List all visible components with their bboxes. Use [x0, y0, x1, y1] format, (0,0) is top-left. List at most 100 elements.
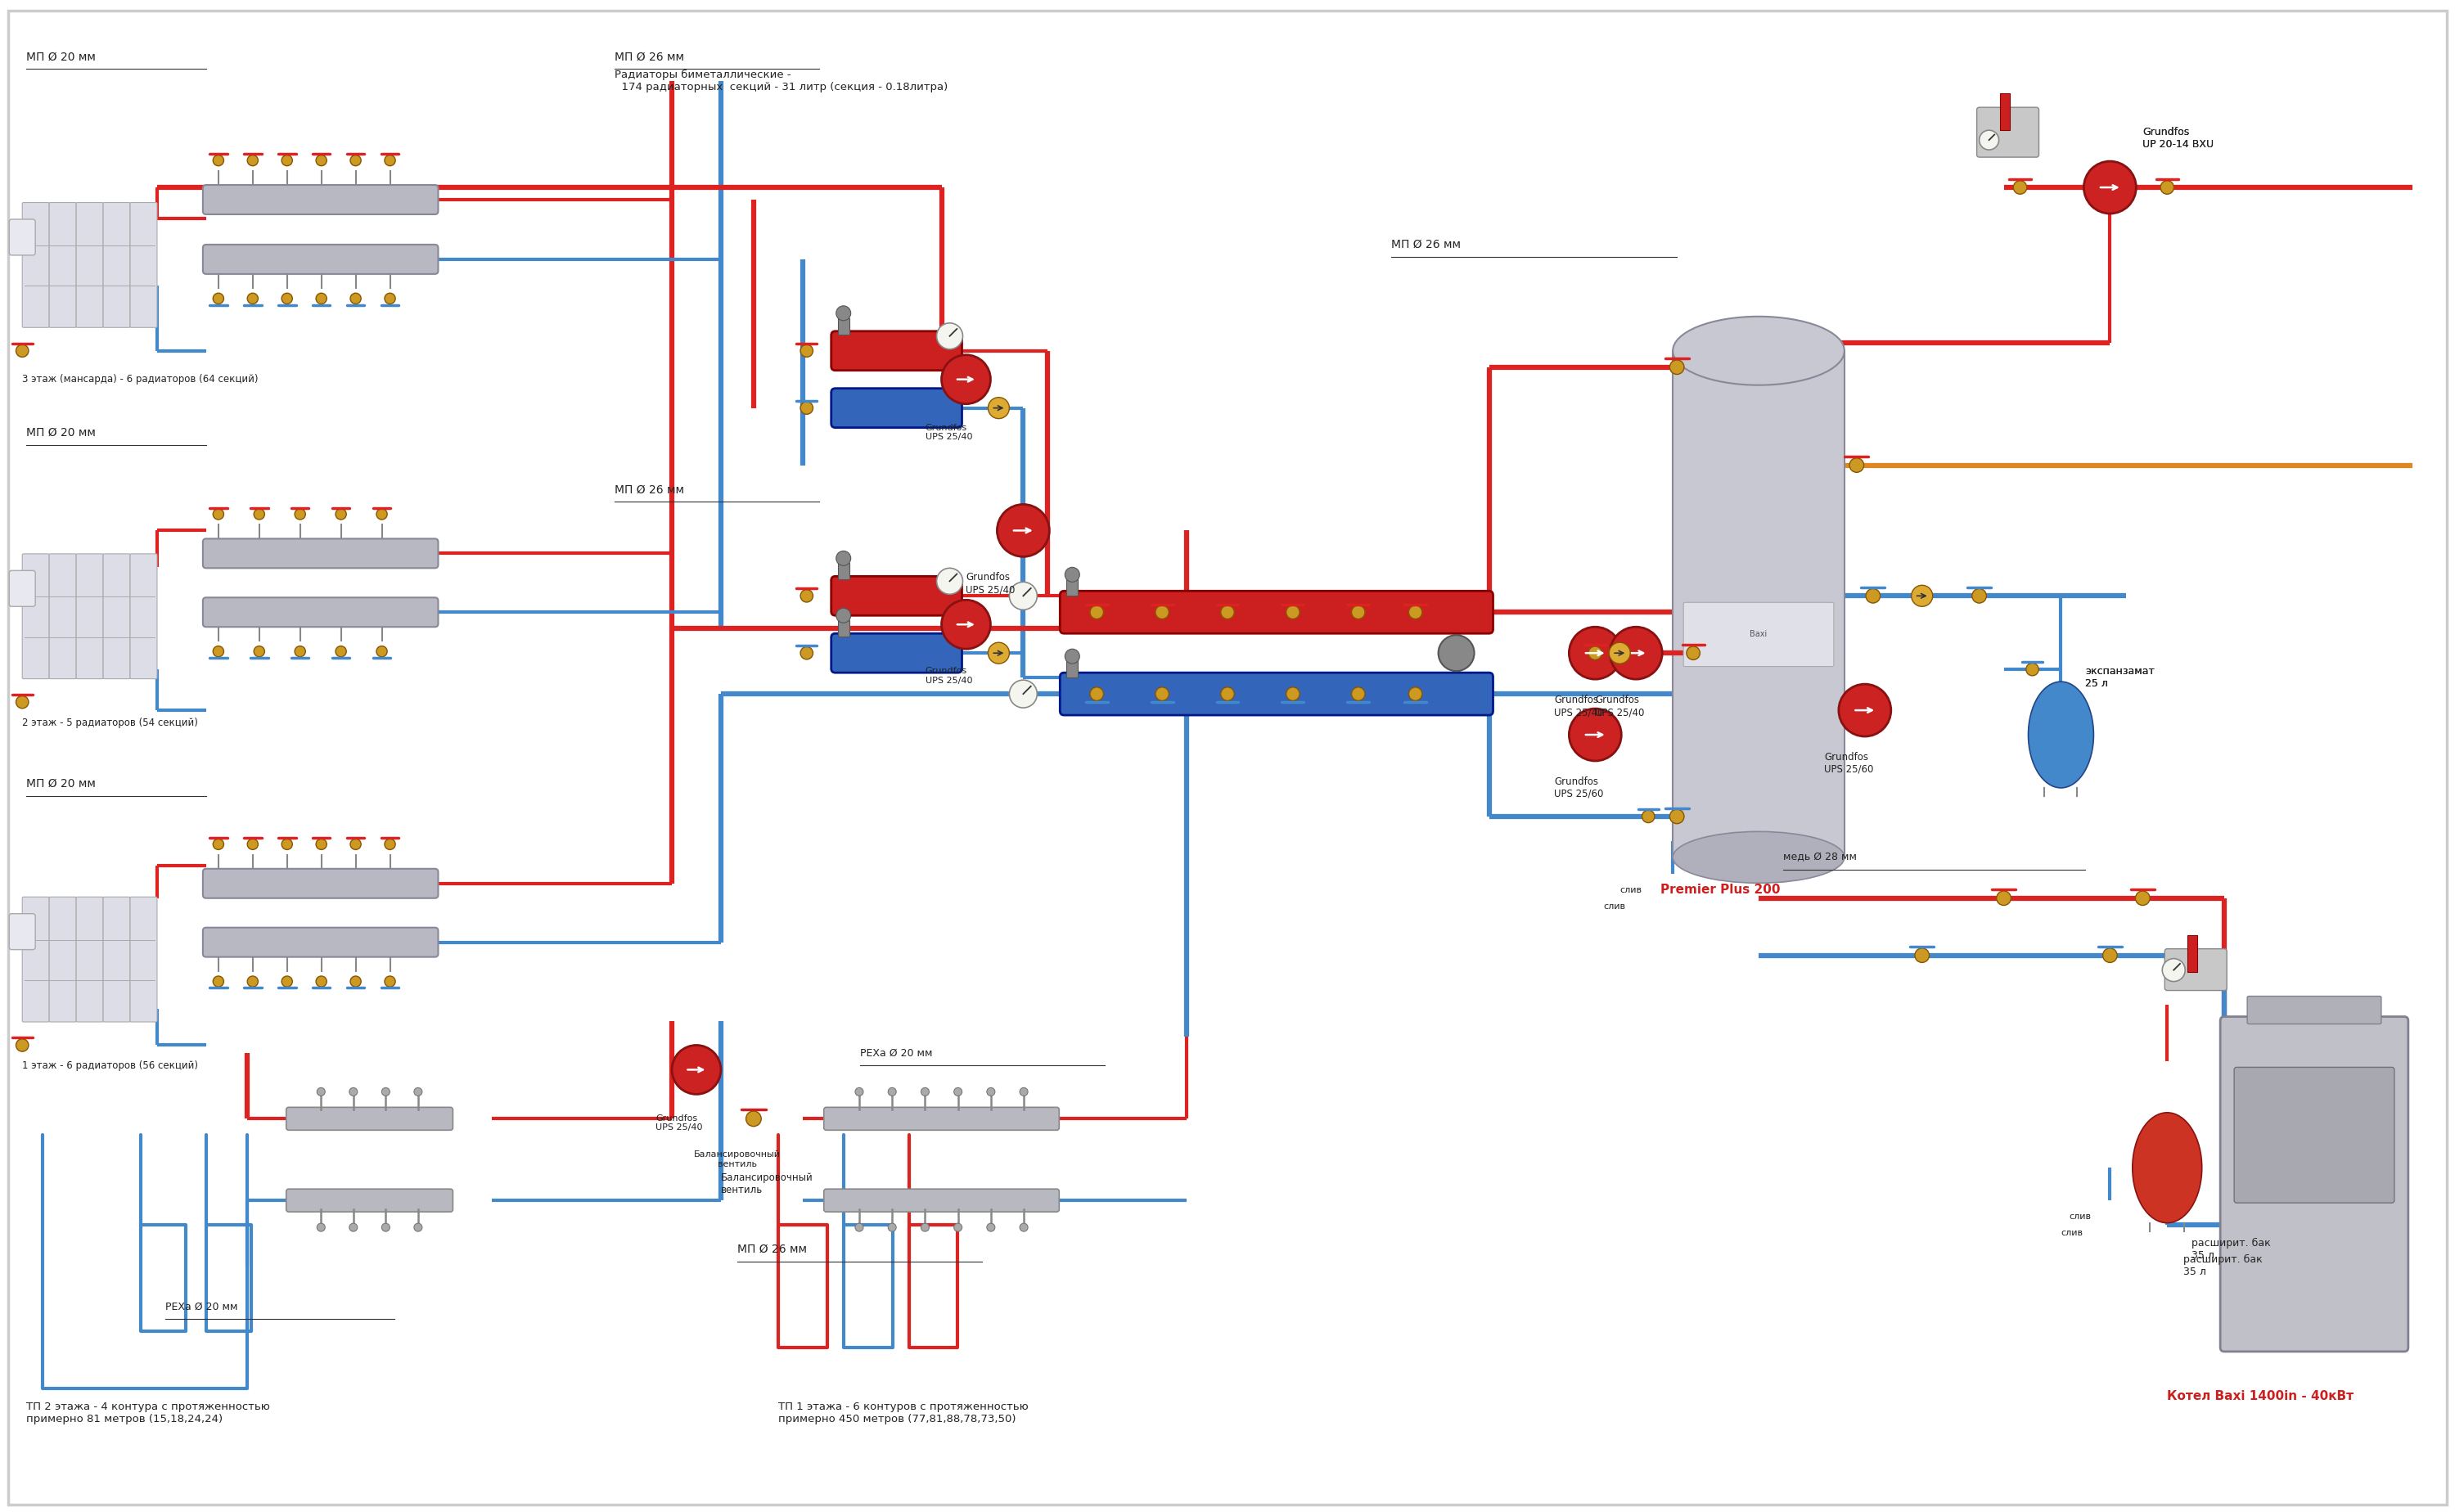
Circle shape: [800, 590, 813, 602]
Text: МП Ø 20 мм: МП Ø 20 мм: [27, 779, 96, 789]
Circle shape: [1019, 1087, 1029, 1096]
Text: слив: слив: [1620, 886, 1642, 894]
Text: Радиаторы биметаллические -
  174 радиаторных  секций - 31 литр (секция - 0.18ли: Радиаторы биметаллические - 174 радиатор…: [614, 70, 948, 92]
Circle shape: [1090, 686, 1102, 700]
Circle shape: [1353, 686, 1365, 700]
Circle shape: [1156, 686, 1169, 700]
FancyBboxPatch shape: [825, 1188, 1058, 1211]
Bar: [837, 620, 849, 637]
Circle shape: [2104, 948, 2116, 963]
Text: Grundfos
UPS 25/40: Grundfos UPS 25/40: [1596, 694, 1645, 718]
FancyBboxPatch shape: [832, 634, 962, 673]
Circle shape: [1915, 948, 1930, 963]
Circle shape: [1569, 627, 1620, 679]
Text: Grundfos
UPS 25/40: Grundfos UPS 25/40: [965, 572, 1016, 596]
FancyBboxPatch shape: [49, 553, 76, 679]
Ellipse shape: [1672, 832, 1844, 883]
Bar: [1672, 351, 1844, 857]
Text: Grundfos
UPS 25/60: Grundfos UPS 25/60: [1554, 776, 1603, 800]
Circle shape: [1353, 605, 1365, 618]
Circle shape: [282, 839, 292, 850]
Circle shape: [800, 647, 813, 659]
FancyBboxPatch shape: [22, 897, 49, 1022]
Circle shape: [282, 293, 292, 304]
Text: экспанзамат
25 л: экспанзамат 25 л: [2084, 667, 2155, 689]
Circle shape: [1439, 635, 1475, 671]
Circle shape: [317, 839, 327, 850]
Bar: [2001, 94, 2011, 130]
Bar: [837, 318, 849, 334]
Circle shape: [1409, 605, 1421, 618]
FancyBboxPatch shape: [76, 897, 103, 1022]
Circle shape: [351, 156, 361, 166]
FancyBboxPatch shape: [49, 897, 76, 1022]
Circle shape: [1610, 627, 1662, 679]
Circle shape: [1996, 891, 2011, 906]
Circle shape: [248, 293, 258, 304]
FancyBboxPatch shape: [204, 597, 437, 627]
Circle shape: [1286, 686, 1299, 700]
Circle shape: [336, 510, 346, 520]
Text: Балансировочный
вентиль: Балансировочный вентиль: [695, 1151, 781, 1169]
Text: медь Ø 28 мм: медь Ø 28 мм: [1782, 851, 1856, 863]
FancyBboxPatch shape: [1976, 107, 2040, 157]
Circle shape: [2084, 162, 2136, 213]
FancyBboxPatch shape: [76, 203, 103, 328]
FancyBboxPatch shape: [825, 1107, 1058, 1129]
Circle shape: [17, 1039, 29, 1051]
Circle shape: [987, 1223, 994, 1231]
Circle shape: [1608, 643, 1630, 664]
Circle shape: [385, 156, 395, 166]
Bar: [837, 562, 849, 579]
Text: МП Ø 26 мм: МП Ø 26 мм: [614, 51, 685, 62]
Circle shape: [1849, 458, 1863, 472]
Circle shape: [282, 977, 292, 987]
Text: ТП 1 этажа - 6 контуров с протяженностью
примерно 450 метров (77,81,88,78,73,50): ТП 1 этажа - 6 контуров с протяженностью…: [778, 1402, 1029, 1424]
Ellipse shape: [1672, 316, 1844, 386]
Circle shape: [317, 293, 327, 304]
Circle shape: [837, 550, 852, 565]
FancyBboxPatch shape: [2165, 950, 2227, 990]
Text: РЕХа Ø 20 мм: РЕХа Ø 20 мм: [164, 1302, 238, 1312]
Circle shape: [1642, 810, 1655, 823]
Circle shape: [1286, 605, 1299, 618]
Circle shape: [2025, 664, 2038, 676]
Circle shape: [351, 293, 361, 304]
Circle shape: [17, 696, 29, 708]
Bar: [2187, 934, 2197, 972]
Circle shape: [2136, 891, 2151, 906]
Text: Grundfos
UP 20-14 BXU: Grundfos UP 20-14 BXU: [2143, 127, 2214, 150]
Text: Grundfos
UPS 25/40: Grundfos UPS 25/40: [926, 423, 972, 442]
Circle shape: [1839, 683, 1890, 736]
Circle shape: [214, 977, 223, 987]
Circle shape: [1687, 646, 1699, 659]
Text: Grundfos
UPS 25/40: Grundfos UPS 25/40: [1554, 694, 1603, 718]
Text: расширит. бак
35 л: расширит. бак 35 л: [2192, 1238, 2271, 1261]
Ellipse shape: [2028, 682, 2094, 788]
Circle shape: [248, 839, 258, 850]
Circle shape: [854, 1223, 864, 1231]
FancyBboxPatch shape: [103, 203, 130, 328]
Circle shape: [376, 510, 388, 520]
Text: МП Ø 20 мм: МП Ø 20 мм: [27, 51, 96, 62]
Text: расширит. бак
35 л: расширит. бак 35 л: [2182, 1255, 2264, 1278]
FancyBboxPatch shape: [2234, 1067, 2394, 1204]
FancyBboxPatch shape: [103, 897, 130, 1022]
Text: МП Ø 26 мм: МП Ø 26 мм: [736, 1244, 808, 1255]
Circle shape: [415, 1087, 422, 1096]
Circle shape: [938, 324, 962, 349]
Circle shape: [317, 1087, 324, 1096]
FancyBboxPatch shape: [49, 203, 76, 328]
Circle shape: [997, 505, 1048, 556]
Circle shape: [1569, 709, 1620, 761]
Circle shape: [415, 1223, 422, 1231]
Circle shape: [248, 977, 258, 987]
Circle shape: [1009, 680, 1036, 708]
Text: МП Ø 26 мм: МП Ø 26 мм: [614, 484, 685, 496]
Circle shape: [317, 977, 327, 987]
Circle shape: [1971, 588, 1986, 603]
FancyBboxPatch shape: [1061, 591, 1493, 634]
FancyBboxPatch shape: [2219, 1016, 2408, 1352]
FancyBboxPatch shape: [76, 553, 103, 679]
Circle shape: [955, 1087, 962, 1096]
